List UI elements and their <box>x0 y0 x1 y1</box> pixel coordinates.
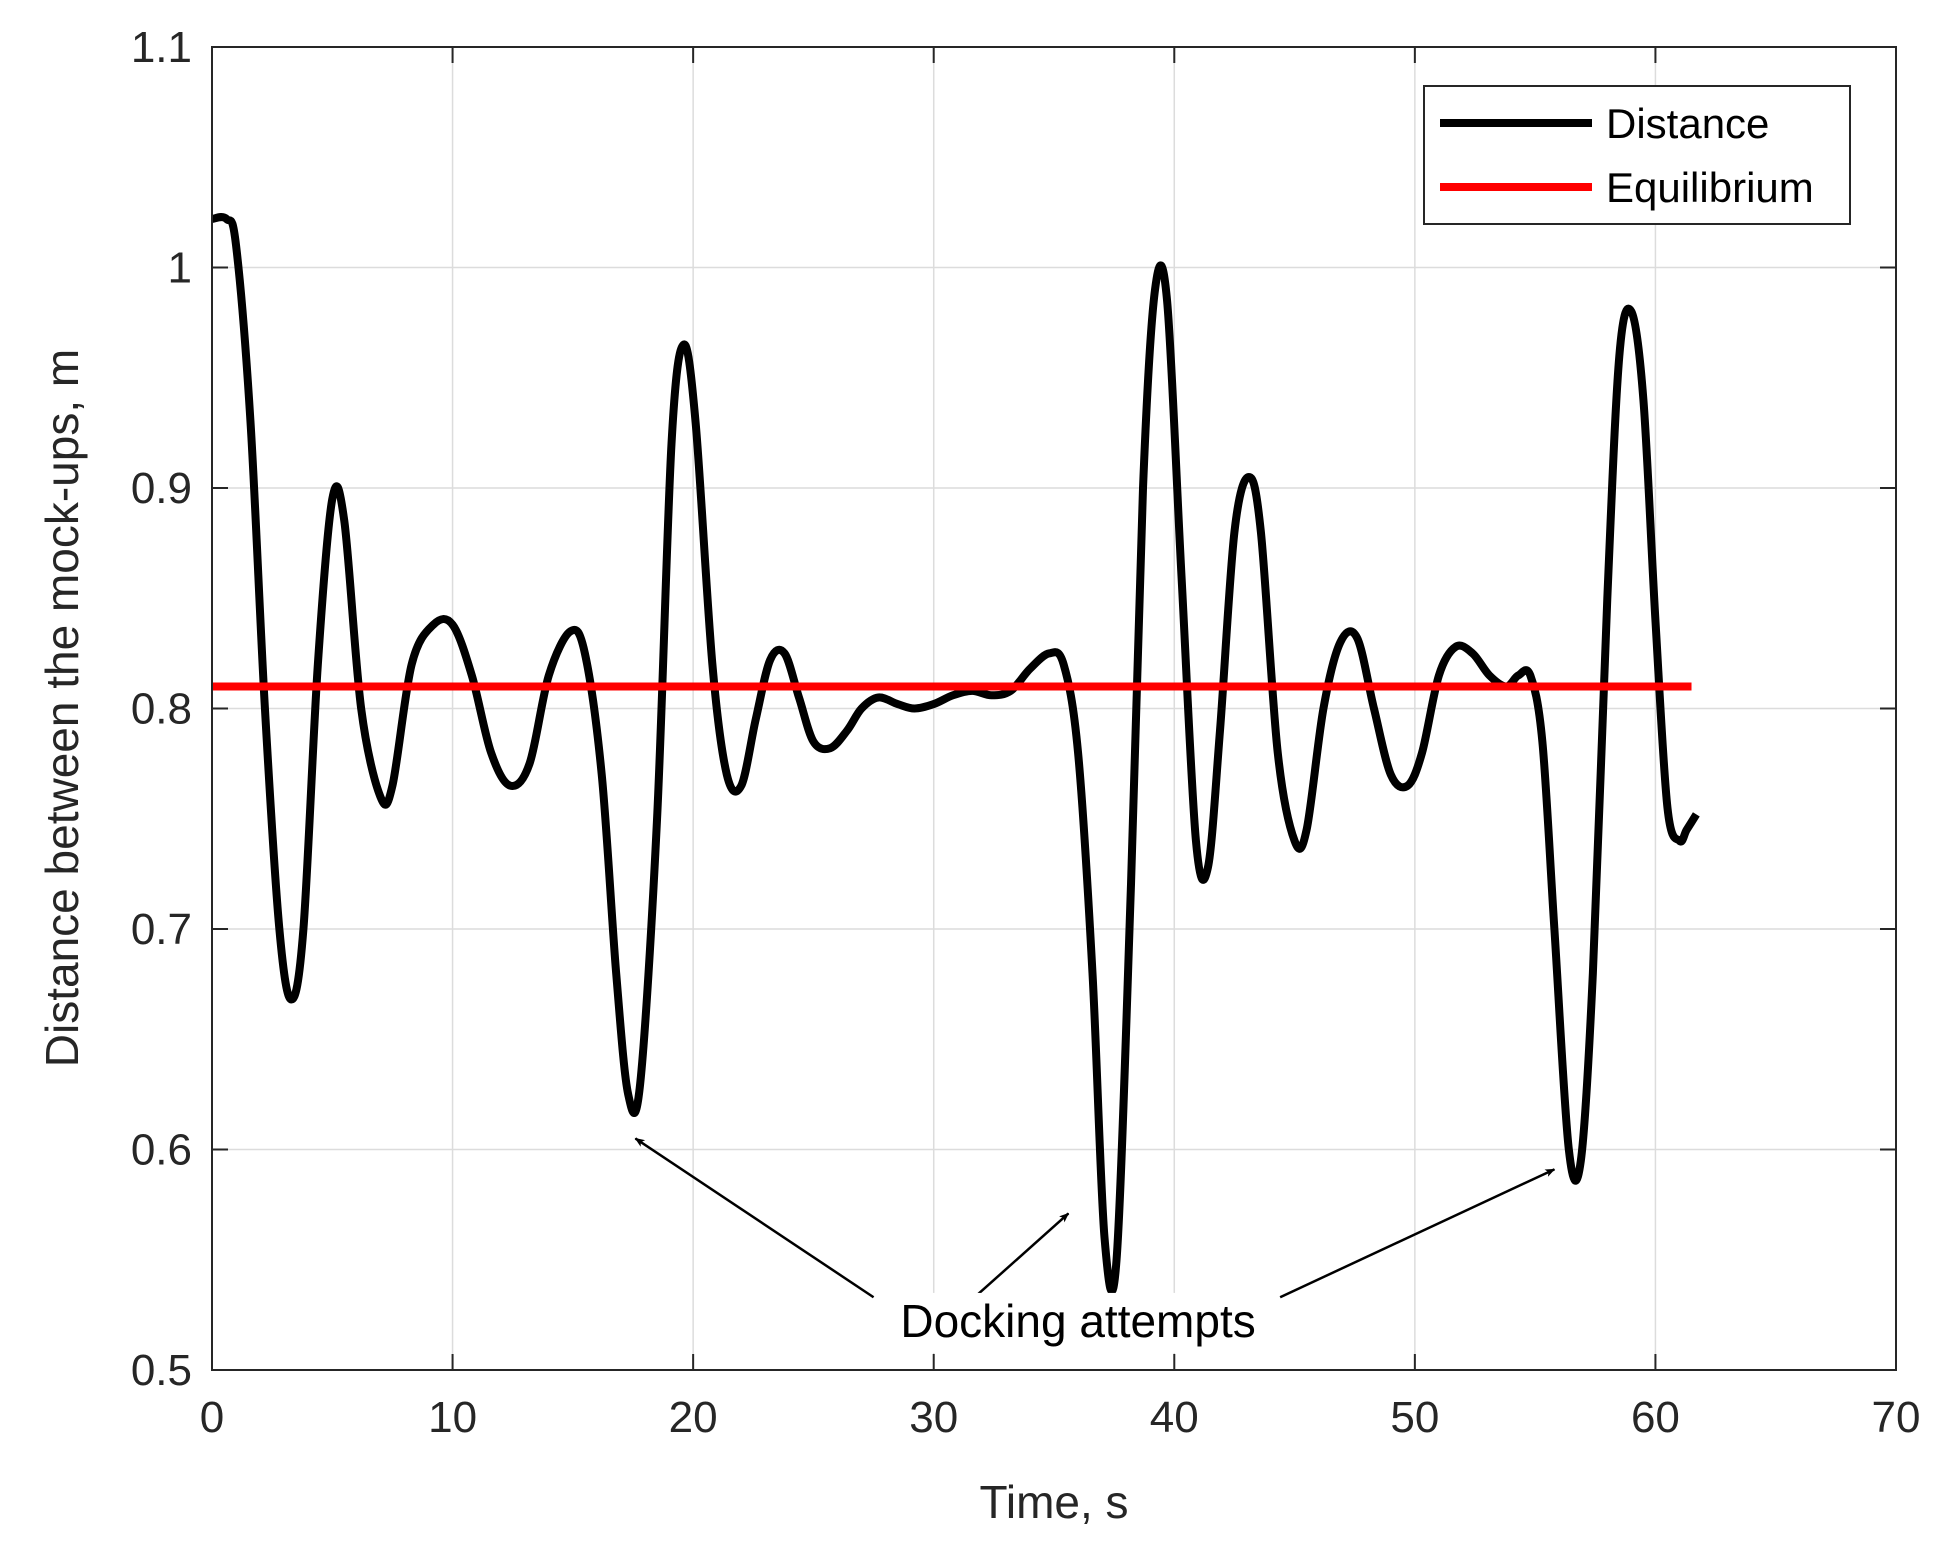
x-tick-labels: 0 10 20 30 40 50 60 70 <box>200 1393 1921 1442</box>
x-tick-label: 50 <box>1390 1393 1439 1442</box>
ticks <box>211 46 1897 1371</box>
x-tick-label: 60 <box>1631 1393 1680 1442</box>
x-axis-label: Time, s <box>979 1476 1128 1528</box>
y-axis-label: Distance between the mock-ups, m <box>36 349 88 1067</box>
annotation-layer: Docking attempts <box>634 1137 1556 1353</box>
annotation-background <box>878 1292 1279 1353</box>
legend: Distance Equilibrium <box>1423 85 1851 225</box>
annotation-arrow <box>973 1212 1070 1299</box>
annotation-text-docking-attempts: Docking attempts <box>900 1295 1255 1347</box>
y-tick-label: 0.9 <box>131 464 192 513</box>
y-tick-labels: 0.5 0.6 0.7 0.8 0.9 1 1.1 <box>131 23 192 1395</box>
y-tick-label: 1 <box>168 244 192 293</box>
x-tick-label: 30 <box>909 1393 958 1442</box>
annotation-arrow <box>1279 1168 1556 1299</box>
legend-label-equilibrium: Equilibrium <box>1606 164 1814 211</box>
x-tick-label: 70 <box>1872 1393 1921 1442</box>
x-tick-label: 10 <box>428 1393 477 1442</box>
x-tick-label: 20 <box>669 1393 718 1442</box>
y-tick-label: 0.5 <box>131 1346 192 1395</box>
x-tick-label: 0 <box>200 1393 224 1442</box>
y-tick-label: 1.1 <box>131 23 192 72</box>
series-line-distance <box>211 213 1700 1295</box>
x-tick-label: 40 <box>1150 1393 1199 1442</box>
y-tick-label: 0.6 <box>131 1126 192 1175</box>
series-layer <box>211 213 1700 1295</box>
y-tick-label: 0.7 <box>131 905 192 954</box>
legend-box <box>1423 85 1851 225</box>
y-tick-label: 0.8 <box>131 685 192 734</box>
legend-label-distance: Distance <box>1606 100 1769 147</box>
annotation-arrow <box>634 1137 875 1299</box>
